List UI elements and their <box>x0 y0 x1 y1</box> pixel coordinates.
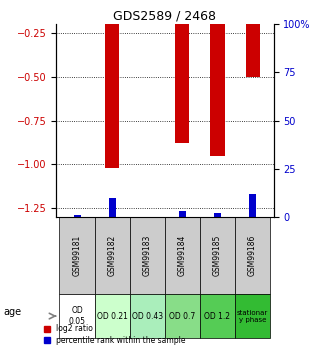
Bar <box>73 215 81 217</box>
Title: GDS2589 / 2468: GDS2589 / 2468 <box>113 10 216 23</box>
Text: age: age <box>3 307 21 317</box>
Bar <box>211 24 225 156</box>
FancyBboxPatch shape <box>235 217 270 294</box>
FancyBboxPatch shape <box>130 294 165 338</box>
Bar <box>214 213 221 217</box>
FancyBboxPatch shape <box>95 294 130 338</box>
FancyBboxPatch shape <box>235 294 270 338</box>
Text: OD
0.05: OD 0.05 <box>68 306 86 326</box>
Text: GSM99181: GSM99181 <box>72 235 81 276</box>
Text: OD 1.2: OD 1.2 <box>205 312 230 321</box>
Text: GSM99185: GSM99185 <box>213 235 222 276</box>
Text: OD 0.43: OD 0.43 <box>132 312 163 321</box>
Bar <box>179 211 186 217</box>
FancyBboxPatch shape <box>165 217 200 294</box>
FancyBboxPatch shape <box>200 294 235 338</box>
Text: GSM99184: GSM99184 <box>178 235 187 276</box>
Text: GSM99182: GSM99182 <box>108 235 117 276</box>
FancyBboxPatch shape <box>59 294 95 338</box>
FancyBboxPatch shape <box>130 217 165 294</box>
Text: GSM99183: GSM99183 <box>143 235 152 276</box>
Bar <box>246 24 260 77</box>
Bar <box>175 24 189 143</box>
Bar <box>249 194 256 217</box>
Text: OD 0.7: OD 0.7 <box>169 312 196 321</box>
Bar <box>109 198 116 217</box>
FancyBboxPatch shape <box>200 217 235 294</box>
Text: GSM99186: GSM99186 <box>248 235 257 276</box>
Text: OD 0.21: OD 0.21 <box>97 312 128 321</box>
Bar <box>105 24 119 168</box>
FancyBboxPatch shape <box>95 217 130 294</box>
FancyBboxPatch shape <box>165 294 200 338</box>
Legend: log2 ratio, percentile rank within the sample: log2 ratio, percentile rank within the s… <box>44 324 186 345</box>
Text: stationar
y phase: stationar y phase <box>237 309 268 323</box>
FancyBboxPatch shape <box>59 217 95 294</box>
